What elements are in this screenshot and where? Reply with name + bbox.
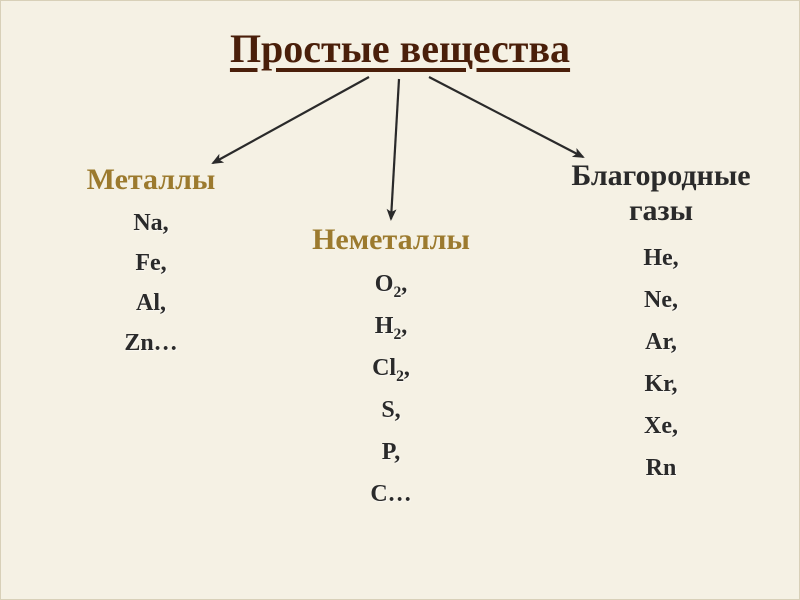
list-item: Ne,: [571, 279, 751, 321]
list-item: Rn: [571, 447, 751, 489]
arrow-to-noble: [429, 77, 583, 157]
list-item: O2,: [301, 263, 481, 305]
page-title: Простые вещества: [1, 25, 799, 72]
list-item: Na,: [61, 203, 241, 243]
list-item: Xe,: [571, 405, 751, 447]
list-item: H2,: [301, 305, 481, 347]
list-item: P,: [301, 431, 481, 473]
noble-items: He,Ne,Ar,Kr,Xe,Rn: [571, 237, 751, 489]
list-item: Zn…: [61, 323, 241, 363]
arrow-to-metals: [213, 77, 369, 163]
metals-items: Na,Fe,Al,Zn…: [61, 203, 241, 363]
list-item: He,: [571, 237, 751, 279]
nonmetals-items: O2,H2,Cl2,S,P,C…: [301, 263, 481, 515]
list-item: Kr,: [571, 363, 751, 405]
metals-heading: Металлы: [41, 163, 261, 198]
list-item: Cl2,: [301, 347, 481, 389]
list-item: S,: [301, 389, 481, 431]
list-item: Fe,: [61, 243, 241, 283]
arrow-to-nonmetals: [391, 79, 399, 219]
list-item: Ar,: [571, 321, 751, 363]
noble-heading: Благородные газы: [541, 159, 781, 228]
list-item: Al,: [61, 283, 241, 323]
nonmetals-heading: Неметаллы: [281, 223, 501, 258]
list-item: C…: [301, 473, 481, 515]
